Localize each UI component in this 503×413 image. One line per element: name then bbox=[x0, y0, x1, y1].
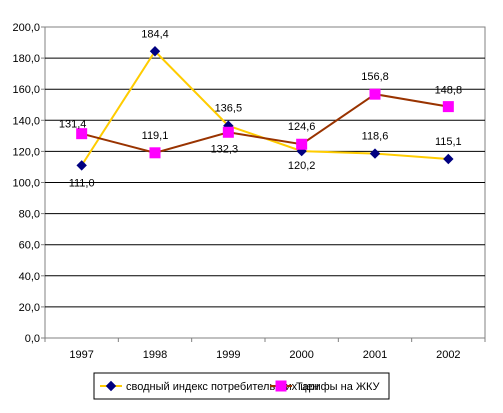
data-label: 120,2 bbox=[288, 160, 316, 172]
y-tick-label: 200,0 bbox=[12, 22, 40, 34]
series-lines bbox=[76, 46, 454, 171]
data-point-marker bbox=[369, 88, 381, 100]
legend-item-2: Тарифы на ЖКУ bbox=[270, 380, 381, 393]
data-label: 184,4 bbox=[141, 28, 169, 40]
legend-label: сводный индекс потребительских цен bbox=[126, 381, 319, 393]
legend-box bbox=[93, 372, 390, 400]
x-tick-label: 1998 bbox=[143, 349, 167, 361]
y-tick-label: 20,0 bbox=[19, 302, 40, 314]
axes: 0,0 20,0 40,0 60,0 80,0 100,0 120,0 140,0 160,0 1… bbox=[12, 22, 486, 361]
y-tick-label: 0,0 bbox=[25, 333, 40, 345]
y-tick-label: 120,0 bbox=[12, 146, 40, 158]
y-tick-label: 160,0 bbox=[12, 84, 40, 96]
data-point-marker bbox=[369, 148, 381, 159]
x-tick-label: 1999 bbox=[216, 349, 240, 361]
data-point-marker bbox=[275, 380, 287, 392]
data-label: 124,6 bbox=[288, 121, 316, 133]
x-tick-label: 2002 bbox=[436, 349, 460, 361]
data-point-marker bbox=[76, 160, 87, 171]
data-point-marker bbox=[442, 101, 454, 113]
data-label: 131,4 bbox=[59, 119, 87, 131]
data-label: 119,1 bbox=[142, 130, 169, 142]
x-tick-label: 2000 bbox=[289, 349, 313, 361]
data-label: 136,5 bbox=[215, 103, 243, 115]
data-point-marker bbox=[443, 153, 454, 165]
y-tick-label: 60,0 bbox=[19, 240, 40, 252]
data-point-marker bbox=[149, 147, 161, 159]
data-label: 132,3 bbox=[211, 143, 239, 155]
data-label: 148,8 bbox=[435, 85, 463, 97]
gridlines bbox=[45, 57, 485, 308]
legend: сводный индекс потребительских ценТарифы… bbox=[93, 372, 390, 400]
data-point-marker bbox=[296, 138, 308, 150]
data-point-marker bbox=[149, 46, 161, 57]
y-tick-label: 40,0 bbox=[19, 271, 40, 283]
x-tick-label: 1997 bbox=[69, 349, 93, 361]
series-2 bbox=[76, 88, 454, 159]
y-tick-label: 140,0 bbox=[12, 115, 40, 127]
data-point-marker bbox=[105, 380, 117, 392]
legend-item-1: сводный индекс потребительских цен bbox=[100, 380, 319, 393]
data-point-marker bbox=[222, 126, 234, 138]
y-tick-label: 100,0 bbox=[12, 178, 40, 190]
legend-label: Тарифы на ЖКУ bbox=[296, 381, 381, 393]
data-label: 156,8 bbox=[361, 71, 389, 83]
data-point-marker bbox=[76, 128, 88, 140]
data-label: 115,1 bbox=[435, 136, 462, 148]
data-labels: 111,0 184,4 136,5 120,2 118,6 115,1 131,4 119,1… bbox=[59, 28, 462, 189]
x-tick-label: 2001 bbox=[363, 349, 387, 361]
data-label: 118,6 bbox=[362, 131, 389, 143]
series-line bbox=[81, 93, 449, 154]
data-label: 111,0 bbox=[69, 177, 95, 189]
y-tick-label: 180,0 bbox=[12, 53, 40, 65]
y-tick-label: 80,0 bbox=[19, 209, 40, 221]
